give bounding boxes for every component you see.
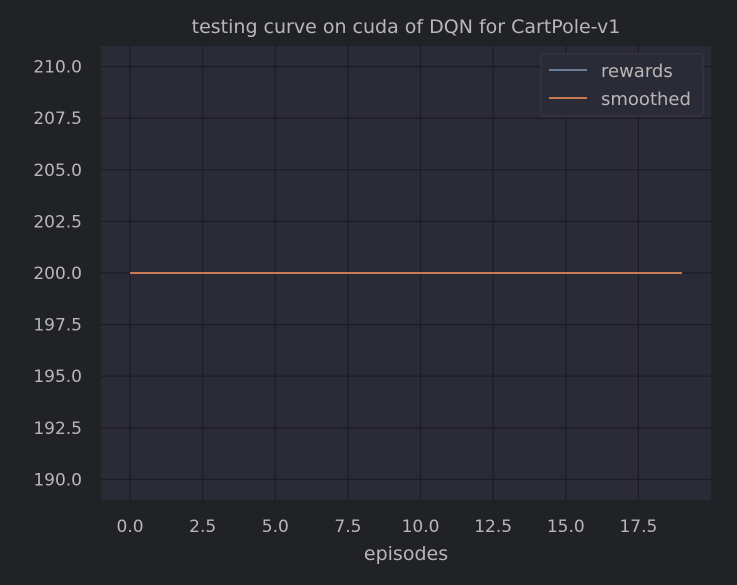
x-axis-label: episodes <box>364 543 448 565</box>
y-tick-label: 195.0 <box>33 367 82 387</box>
x-tick-label: 17.5 <box>619 517 657 537</box>
y-tick-label: 210.0 <box>33 58 82 78</box>
y-tick-label: 202.5 <box>33 212 82 232</box>
x-tick-label: 0.0 <box>117 517 144 537</box>
x-tick-label: 5.0 <box>262 517 289 537</box>
y-tick-label: 200.0 <box>33 264 82 284</box>
y-axis-ticks: 190.0 192.5 195.0 197.5 200.0 202.5 205.0 207.5… <box>33 58 82 491</box>
chart-title: testing curve on cuda of DQN for CartPol… <box>192 16 621 38</box>
x-tick-label: 12.5 <box>474 517 512 537</box>
legend: rewards smoothed <box>540 53 704 117</box>
y-gridlines <box>101 66 711 480</box>
x-tick-label: 10.0 <box>402 517 440 537</box>
y-tick-label: 205.0 <box>33 161 82 181</box>
x-tick-label: 7.5 <box>334 517 361 537</box>
y-tick-label: 207.5 <box>33 109 82 129</box>
x-tick-label: 15.0 <box>547 517 585 537</box>
x-tick-label: 2.5 <box>189 517 216 537</box>
y-tick-label: 197.5 <box>33 316 82 336</box>
legend-smoothed-label: smoothed <box>601 89 691 110</box>
legend-rewards-label: rewards <box>601 61 673 82</box>
y-tick-label: 190.0 <box>33 470 82 490</box>
x-axis-ticks: 0.0 2.5 5.0 7.5 10.0 12.5 15.0 17.5 <box>117 517 658 537</box>
y-tick-label: 192.5 <box>33 419 82 439</box>
